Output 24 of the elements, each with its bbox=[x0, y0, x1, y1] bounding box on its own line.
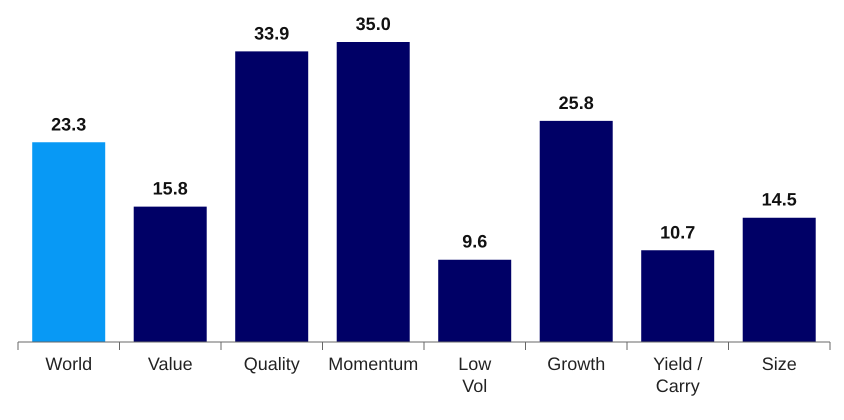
bar bbox=[336, 42, 410, 342]
data-label: 9.6 bbox=[462, 232, 488, 252]
data-label: 10.7 bbox=[660, 222, 696, 242]
x-tick-label: Quality bbox=[244, 354, 300, 374]
bar bbox=[641, 250, 714, 342]
x-tick-label: Momentum bbox=[328, 354, 418, 374]
x-tick-label: Growth bbox=[547, 354, 606, 374]
data-label: 14.5 bbox=[762, 190, 797, 210]
data-label: 15.8 bbox=[152, 178, 188, 199]
x-tick-label: World bbox=[45, 354, 92, 374]
bar bbox=[235, 51, 308, 342]
bar bbox=[742, 218, 816, 342]
bar bbox=[32, 142, 106, 342]
x-tick-label: Low Vol bbox=[458, 354, 492, 396]
bar bbox=[438, 260, 512, 342]
data-label: 33.9 bbox=[254, 23, 290, 44]
x-tick-label: Size bbox=[762, 354, 797, 374]
x-tick-label: Value bbox=[148, 354, 193, 374]
data-label: 35.0 bbox=[356, 14, 391, 34]
bar bbox=[540, 120, 613, 342]
bar bbox=[134, 206, 207, 342]
x-tick-label: Yield / Carry bbox=[653, 354, 702, 396]
data-label: 23.3 bbox=[51, 114, 86, 134]
data-label: 25.8 bbox=[558, 92, 594, 113]
